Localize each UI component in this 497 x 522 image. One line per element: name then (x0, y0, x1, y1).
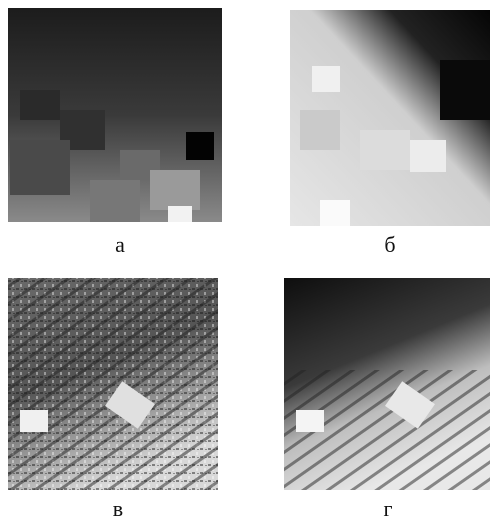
panel-a-image (8, 8, 222, 222)
panel-label: а (115, 232, 125, 257)
panel-c-image (8, 278, 218, 490)
panel-b-image (290, 10, 490, 226)
panel-d-image (284, 278, 490, 490)
panel-label: в (113, 496, 123, 521)
panel-label: г (383, 496, 392, 521)
panel-label: б (384, 232, 395, 257)
